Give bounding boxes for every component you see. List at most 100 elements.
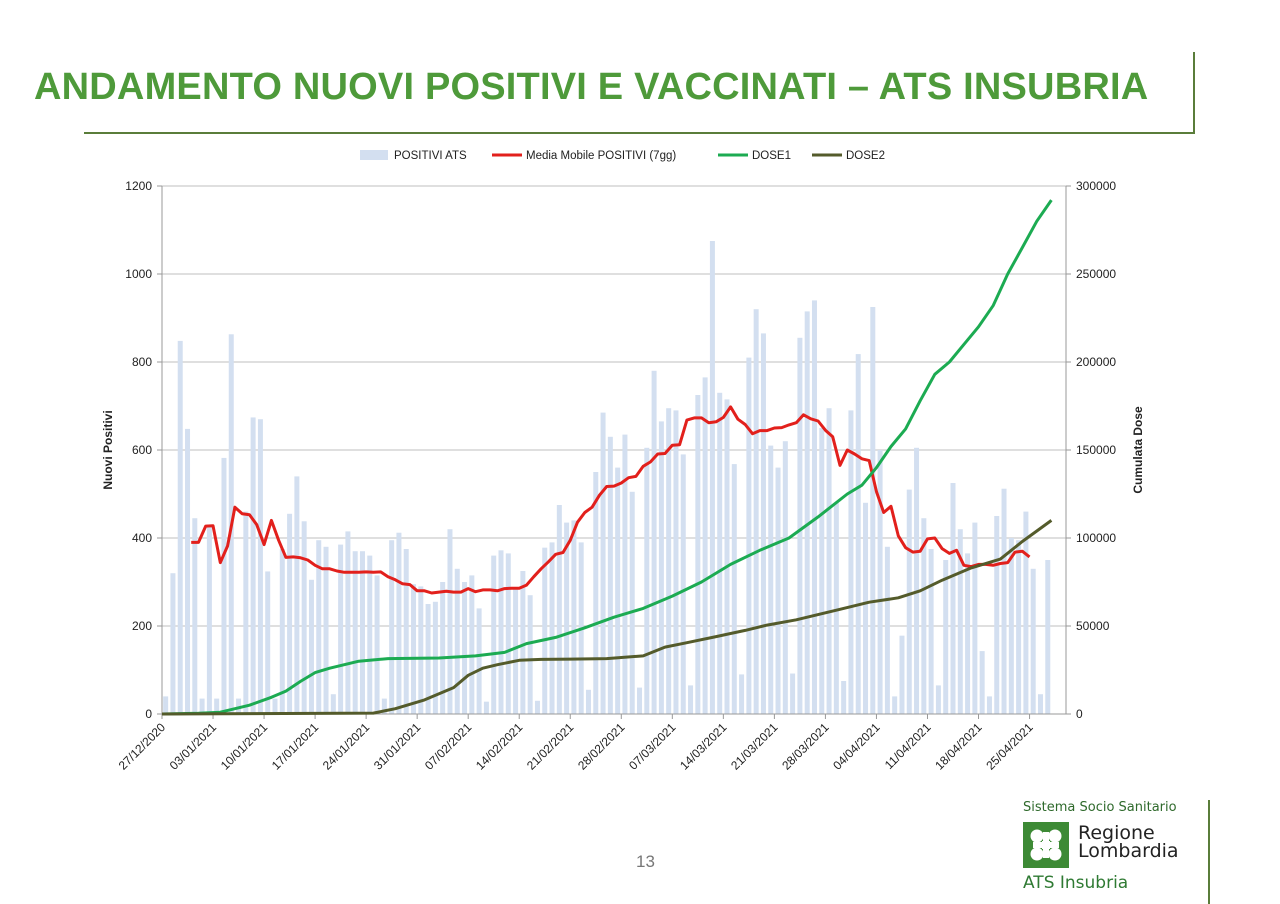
bar (330, 694, 336, 714)
y-tick-label: 600 (132, 443, 152, 457)
bar (483, 701, 489, 714)
brand-region-label: Regione Lombardia (1078, 824, 1179, 862)
bar (221, 457, 227, 714)
bar (177, 340, 183, 714)
legend-swatch (360, 150, 388, 160)
bar (950, 483, 956, 714)
bar (688, 685, 694, 714)
bar (826, 408, 832, 714)
legend-label: Media Mobile POSITIVI (7gg) (526, 150, 676, 162)
bar (374, 575, 380, 714)
brand-region-line-2: Lombardia (1078, 840, 1179, 862)
bar (855, 354, 861, 714)
bar (396, 532, 402, 714)
bar (308, 579, 314, 714)
bar (214, 698, 220, 714)
bar (724, 399, 730, 714)
series-line-media-mobile-positivi-7gg (191, 405, 1031, 595)
bar (1045, 560, 1051, 714)
bar (345, 531, 351, 714)
bar (1016, 540, 1022, 714)
bar (863, 502, 869, 714)
x-tick-label: 07/03/2021 (626, 720, 679, 773)
y2-tick-label: 100000 (1076, 531, 1116, 545)
bar (746, 357, 752, 714)
bar (914, 447, 920, 714)
y2-tick-label: 300000 (1076, 179, 1116, 193)
y2-tick-label: 200000 (1076, 355, 1116, 369)
page-number: 13 (636, 852, 655, 871)
bar (265, 571, 271, 714)
bar (994, 516, 1000, 714)
bar (848, 410, 854, 714)
legend-label: DOSE1 (752, 150, 791, 162)
bar (666, 408, 672, 714)
bar (411, 584, 417, 714)
y-tick-label: 1200 (125, 179, 152, 193)
bar (739, 674, 745, 714)
bar (301, 521, 307, 714)
bar (469, 575, 475, 714)
x-tick-label: 21/02/2021 (524, 720, 577, 773)
bar (359, 551, 365, 714)
bar (986, 696, 992, 714)
y-tick-label: 1000 (125, 267, 152, 281)
title-underline (84, 132, 1194, 134)
bar (199, 698, 205, 714)
bar (695, 395, 701, 714)
x-tick-label: 18/04/2021 (932, 720, 985, 773)
bar (709, 241, 715, 714)
footer-side-rule (1208, 800, 1210, 904)
bar (673, 410, 679, 714)
bar (965, 553, 971, 714)
bar (629, 491, 635, 714)
bar (819, 428, 825, 714)
x-tick-label: 03/01/2021 (167, 720, 220, 773)
x-tick-label: 17/01/2021 (269, 720, 322, 773)
bar (287, 513, 293, 714)
bar (717, 392, 723, 714)
x-tick-label: 21/03/2021 (728, 720, 781, 773)
bar (520, 571, 526, 714)
x-tick-label: 10/01/2021 (218, 720, 271, 773)
bar (644, 447, 650, 714)
legend-label: DOSE2 (846, 150, 885, 162)
bar (775, 467, 781, 714)
bar (163, 696, 169, 714)
bar (804, 311, 810, 714)
bar (979, 651, 985, 714)
bar (352, 551, 358, 714)
x-tick-label: 14/02/2021 (473, 720, 526, 773)
bar (811, 300, 817, 714)
bar (571, 520, 577, 714)
bar (454, 568, 460, 714)
bar (534, 700, 540, 714)
y2-tick-label: 50000 (1076, 619, 1110, 633)
bar (272, 698, 278, 714)
bar (622, 434, 628, 714)
bar (615, 467, 621, 714)
bar (513, 588, 519, 714)
x-tick-label: 07/02/2021 (422, 720, 475, 773)
bar (170, 573, 176, 714)
bar (943, 560, 949, 714)
bar (593, 472, 599, 714)
page-title: ANDAMENTO NUOVI POSITIVI E VACCINATI – A… (34, 66, 1149, 108)
bar (870, 307, 876, 714)
bar (367, 555, 373, 714)
bar (403, 549, 409, 714)
bar (185, 428, 191, 714)
bar (257, 419, 263, 714)
bar (637, 687, 643, 714)
bar (1001, 488, 1007, 714)
bar (782, 441, 788, 714)
bar (760, 333, 766, 714)
bar (418, 586, 424, 714)
y2-tick-label: 0 (1076, 707, 1083, 721)
bar (841, 681, 847, 714)
bar (790, 673, 796, 714)
bar (702, 377, 708, 714)
bar (462, 582, 468, 714)
bar (250, 417, 256, 714)
